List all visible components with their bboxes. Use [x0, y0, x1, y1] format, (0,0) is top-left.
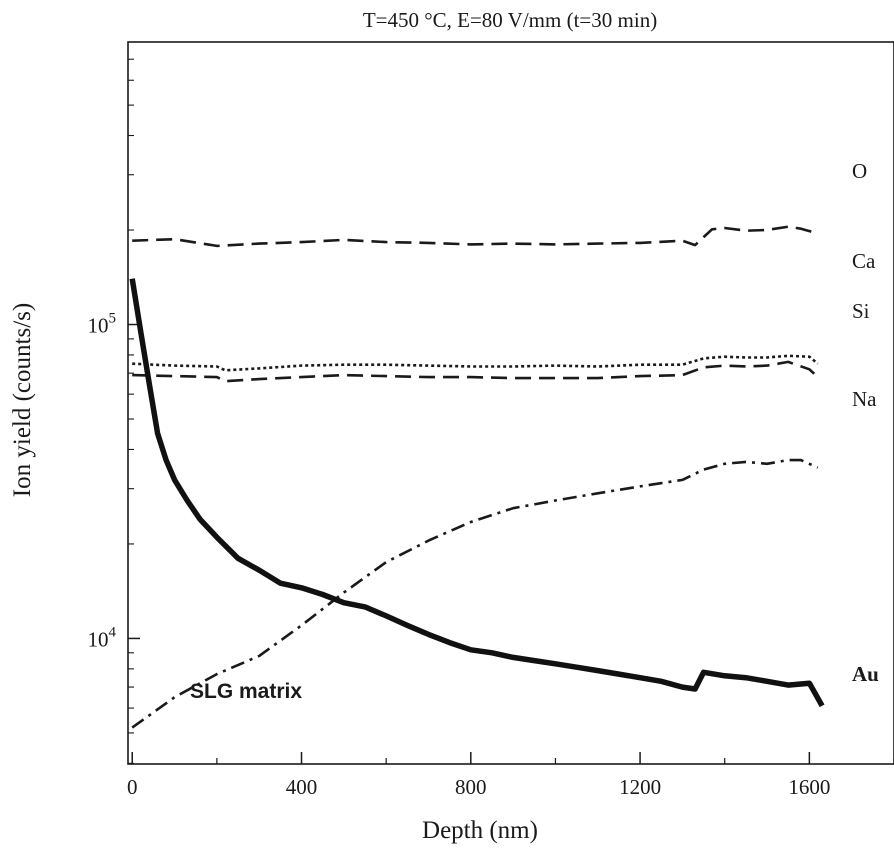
series-label-na: Na [852, 387, 877, 411]
series-label-o: O [852, 159, 867, 183]
series-labels: O Ca Si Na Au [852, 159, 879, 686]
y-tick-label: 104 [88, 624, 117, 651]
series-line-si [132, 360, 819, 383]
series-line-ca [132, 354, 819, 372]
x-tick-label: 800 [455, 775, 487, 799]
annotation-slg-matrix: SLG matrix [190, 680, 302, 703]
y-tick-exponent: 5 [109, 311, 117, 327]
y-axis-label: Ion yield (counts/s) [9, 303, 36, 497]
series-label-au: Au [852, 662, 879, 686]
plot-frame [127, 41, 894, 765]
y-tick-base: 10 [88, 627, 109, 651]
series-line-na [131, 458, 819, 729]
x-tick-label: 0 [127, 775, 138, 799]
series-label-si: Si [852, 299, 870, 323]
y-tick-label: 105 [88, 311, 117, 338]
chart-title: T=450 °C, E=80 V/mm (t=30 min) [363, 8, 657, 32]
x-tick-label: 1200 [619, 775, 661, 799]
x-axis-ticks: 0 400 800 1200 1600 [127, 752, 894, 799]
y-tick-base: 10 [88, 314, 109, 338]
x-axis-label: Depth (nm) [422, 817, 538, 844]
series-line-au [129, 278, 825, 708]
series-line-o [132, 225, 819, 248]
series-layer [129, 225, 825, 729]
series-label-ca: Ca [852, 249, 876, 273]
x-tick-label: 400 [286, 775, 318, 799]
y-tick-exponent: 4 [109, 624, 117, 640]
x-tick-label: 1600 [788, 775, 830, 799]
